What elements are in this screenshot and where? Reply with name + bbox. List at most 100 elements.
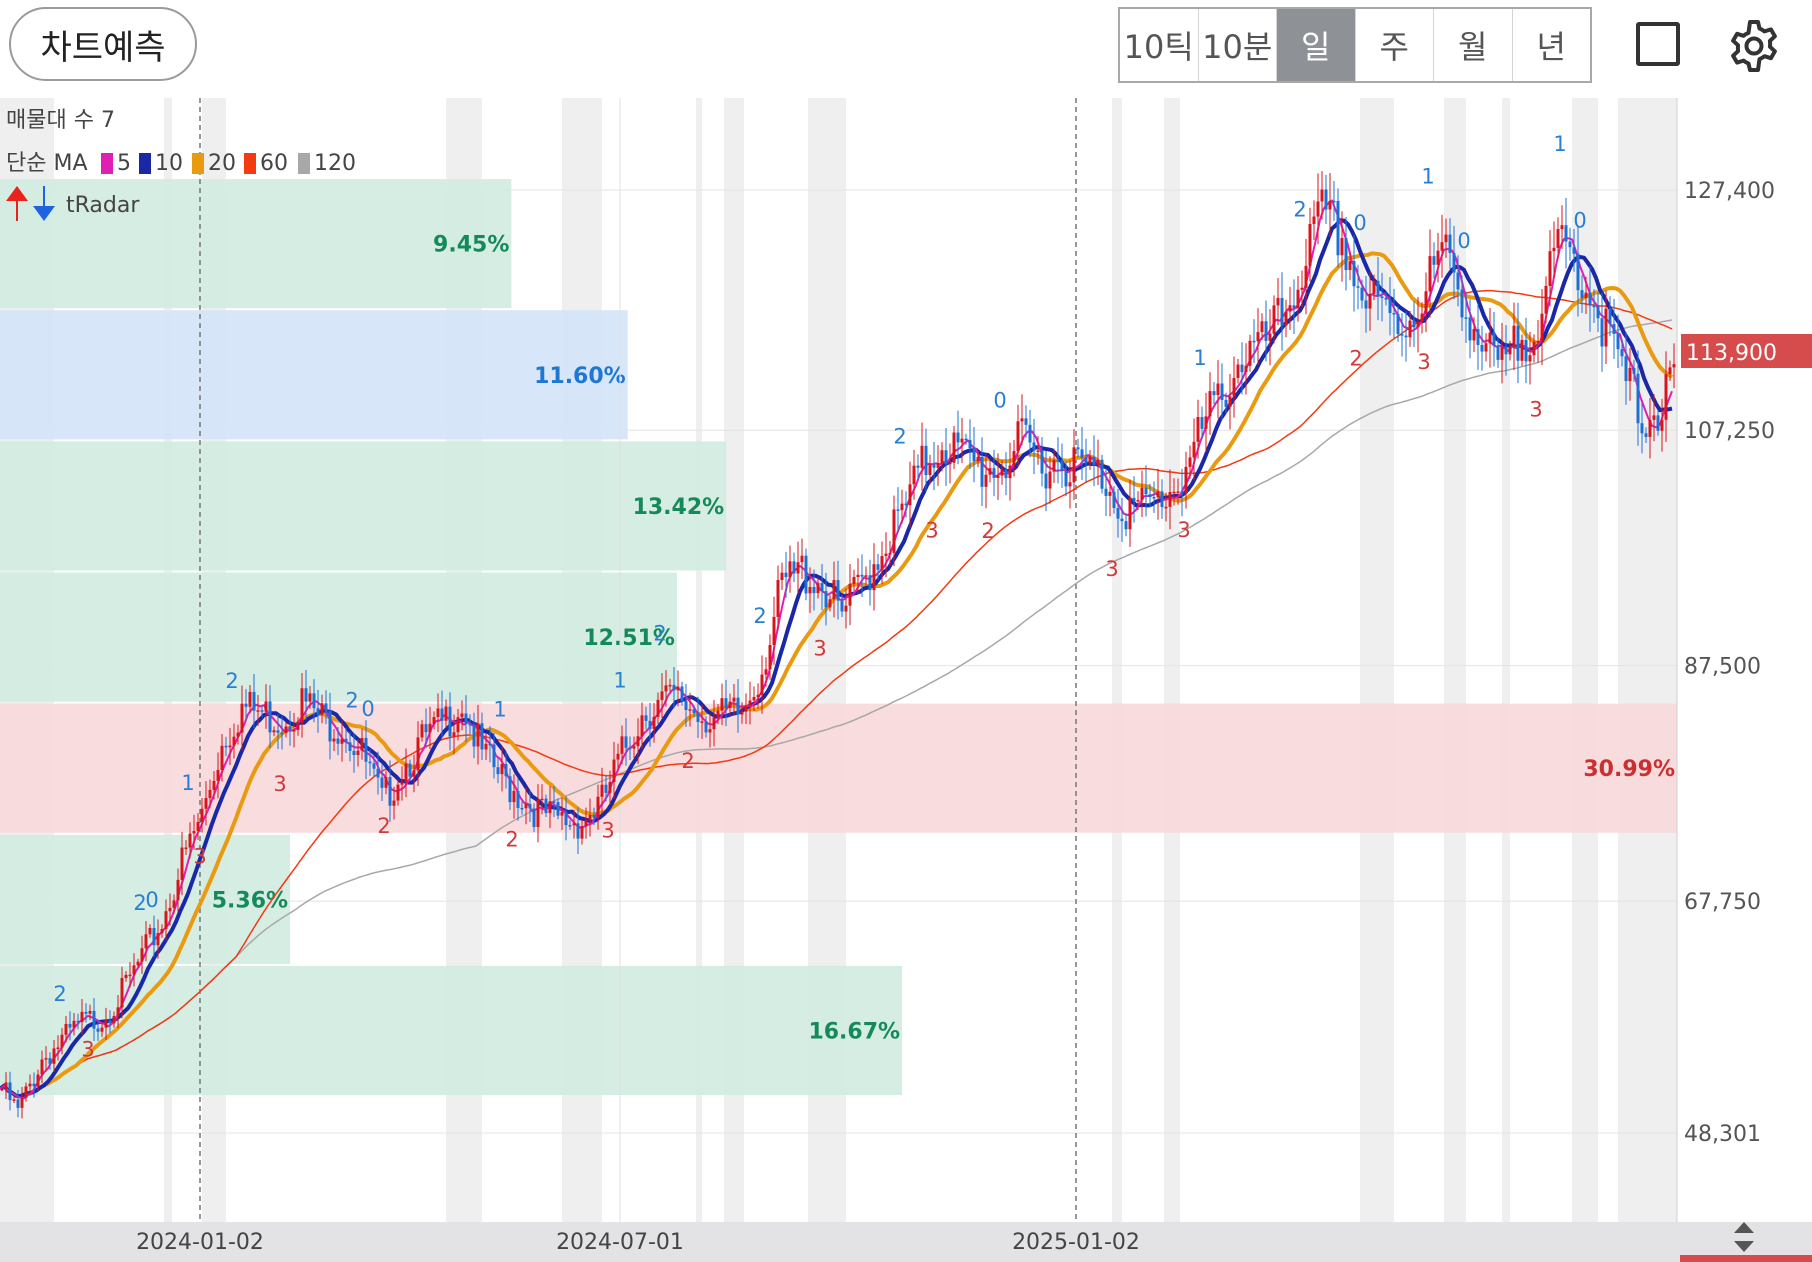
candle-body: [256, 710, 260, 712]
tradar-signal: 3: [273, 772, 286, 796]
candle-body: [1024, 418, 1028, 425]
candle-body: [96, 1028, 100, 1032]
square-outline-icon[interactable]: [1636, 22, 1680, 66]
tradar-signal: 3: [1105, 557, 1118, 581]
candle-body: [1108, 491, 1112, 496]
candle-body: [1288, 305, 1292, 312]
axis-resize-icon[interactable]: [1734, 1222, 1754, 1252]
candle-body: [452, 732, 456, 737]
current-price-label: 113,900: [1686, 341, 1777, 366]
candle-body: [768, 644, 772, 670]
candle-body: [1352, 261, 1356, 287]
candle-body: [988, 468, 992, 475]
candle-body: [1648, 419, 1652, 437]
tradar-signal: 3: [193, 844, 206, 868]
candle-body: [1092, 456, 1096, 465]
candle-body: [1188, 457, 1192, 467]
candle-body: [1040, 450, 1044, 474]
candle-body: [1496, 345, 1500, 360]
candle-body: [1004, 469, 1008, 479]
tab-year[interactable]: 년: [1536, 28, 1566, 66]
candle-body: [868, 575, 872, 591]
candle-body: [224, 745, 228, 748]
candle-body: [1168, 492, 1172, 507]
candle-body: [668, 684, 672, 687]
candle-body: [660, 691, 664, 700]
candle-body: [424, 724, 428, 733]
candle-body: [1544, 285, 1548, 314]
tradar-signal: 1: [1421, 164, 1434, 188]
candle-body: [500, 763, 504, 775]
candle-body: [836, 580, 840, 601]
tradar-signal: 2: [681, 749, 694, 773]
candle-body: [820, 583, 824, 592]
candle-body: [1216, 383, 1220, 396]
tab-week[interactable]: 주: [1356, 9, 1434, 81]
candle-body: [1012, 451, 1016, 466]
candle-body: [448, 706, 452, 737]
candle-body: [112, 1016, 116, 1024]
candle-body: [1404, 335, 1408, 338]
candle-body: [636, 736, 640, 747]
tab-10-minute[interactable]: 10분: [1199, 9, 1277, 81]
candle-body: [1172, 491, 1176, 494]
candle-body: [400, 782, 404, 785]
gear-icon[interactable]: [1726, 18, 1782, 74]
candle-body: [828, 599, 832, 608]
candle-body: [280, 732, 284, 735]
candle-body: [496, 767, 500, 775]
candle-body: [844, 605, 848, 612]
candle-body: [1596, 306, 1600, 319]
candle-body: [528, 804, 532, 809]
candle-body: [596, 796, 600, 818]
candle-body: [12, 1099, 16, 1101]
candle-body: [264, 701, 268, 712]
candle-body: [1520, 339, 1524, 361]
candle-body: [1260, 321, 1264, 333]
shade-band: [1572, 98, 1598, 1222]
tab-10-tick[interactable]: 10틱: [1120, 9, 1199, 81]
candle-body: [1400, 334, 1404, 336]
tradar-signal: 2: [377, 814, 390, 838]
candle-body: [1176, 491, 1180, 493]
candle-body: [780, 572, 784, 581]
candle-body: [812, 586, 816, 594]
ma120-line: [0, 319, 1673, 1097]
tab-day[interactable]: 일: [1277, 9, 1356, 81]
candle-body: [1616, 333, 1620, 350]
candle-body: [1512, 325, 1516, 348]
candle-body: [1376, 280, 1380, 297]
volume-profile-bar: [0, 703, 1677, 833]
candle-body: [1244, 365, 1248, 373]
candle-body: [1224, 399, 1228, 407]
candle-body: [1048, 471, 1052, 489]
candle-body: [364, 737, 368, 762]
candle-body: [620, 736, 624, 754]
candle-body: [716, 710, 720, 718]
candle-body: [1444, 234, 1448, 243]
candle-body: [956, 432, 960, 443]
candle-body: [144, 934, 148, 949]
candle-body: [1340, 238, 1344, 256]
price-chart[interactable]: 9.45% 11.60% 13.42% 12.51% 30.99% 5.36% 16.67%…: [0, 98, 1812, 1262]
shade-band: [1444, 98, 1466, 1222]
candle-body: [1204, 416, 1208, 429]
y-tick-label: 87,500: [1684, 655, 1761, 680]
candle-body: [160, 928, 164, 934]
candle-body: [1008, 465, 1012, 479]
candle-body: [624, 736, 628, 748]
candle-body: [884, 553, 888, 557]
candle-body: [172, 900, 176, 908]
candle-body: [24, 1086, 28, 1098]
candle-body: [1440, 242, 1444, 251]
chart-predict-button[interactable]: 차트예측: [9, 7, 197, 81]
tab-month[interactable]: 월: [1434, 9, 1513, 81]
candle-body: [952, 432, 956, 463]
candle-body: [860, 574, 864, 577]
candle-body: [1200, 417, 1204, 429]
candle-body: [380, 777, 384, 788]
candle-body: [876, 564, 880, 570]
candle-body: [1020, 418, 1024, 422]
x-tick-label: 2025-01-02: [1012, 1230, 1140, 1255]
